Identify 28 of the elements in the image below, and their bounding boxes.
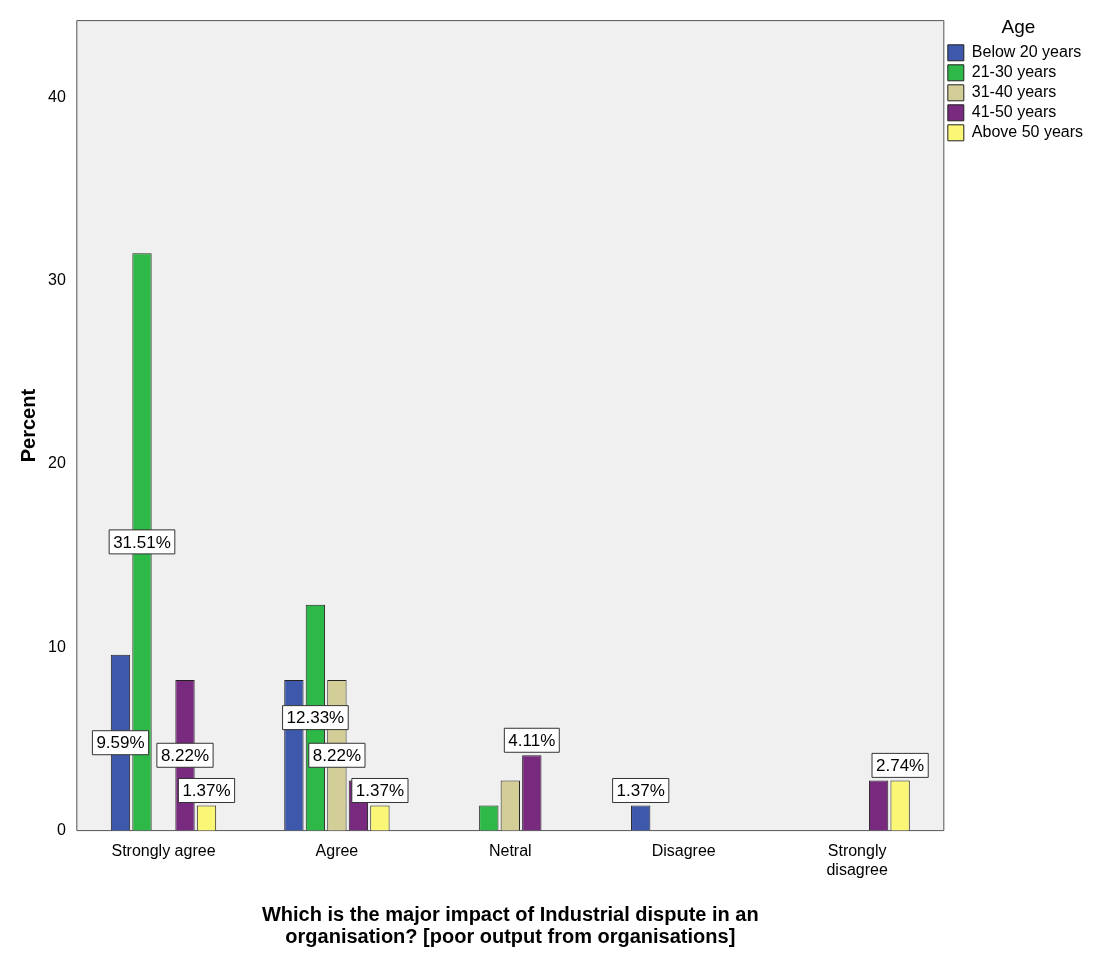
y-tick-label: 30: [48, 271, 66, 289]
x-tick-label: Agree: [315, 841, 359, 859]
legend-label: 31-40 years: [971, 83, 1057, 101]
x-axis-title: Which is the major impact of Industrial dispute in an organisation? [poor output from organisations]: [261, 903, 759, 948]
y-tick-label: 20: [48, 454, 66, 472]
data-label: 12.33%: [286, 708, 345, 728]
data-label: 1.37%: [616, 781, 665, 801]
y-tick-label: 40: [48, 87, 66, 105]
data-label: 2.74%: [876, 756, 925, 776]
legend-label: 41-50 years: [971, 103, 1057, 121]
y-tick-label: 10: [48, 637, 66, 655]
data-label: 31.51%: [113, 532, 171, 552]
data-label: 1.37%: [355, 781, 405, 801]
legend-label: Below 20 years: [971, 43, 1082, 61]
data-label: 4.11%: [508, 730, 556, 750]
legend-label: Above 50 years: [971, 123, 1084, 141]
data-label: 9.59%: [96, 733, 145, 753]
legend-label: 21-30 years: [971, 63, 1057, 81]
data-label: 8.22%: [160, 745, 210, 765]
x-tick-label: Disagree: [651, 841, 716, 859]
x-tick-label: Strongly disagree: [826, 841, 888, 878]
y-tick-label: 0: [56, 821, 66, 839]
data-label: 1.37%: [182, 781, 231, 801]
x-tick-label: Strongly agree: [111, 841, 216, 859]
y-axis-title: Percent: [16, 388, 39, 463]
x-tick-label: Netral: [488, 841, 532, 859]
data-label: 8.22%: [312, 745, 362, 765]
legend-title: Age: [1001, 15, 1036, 37]
